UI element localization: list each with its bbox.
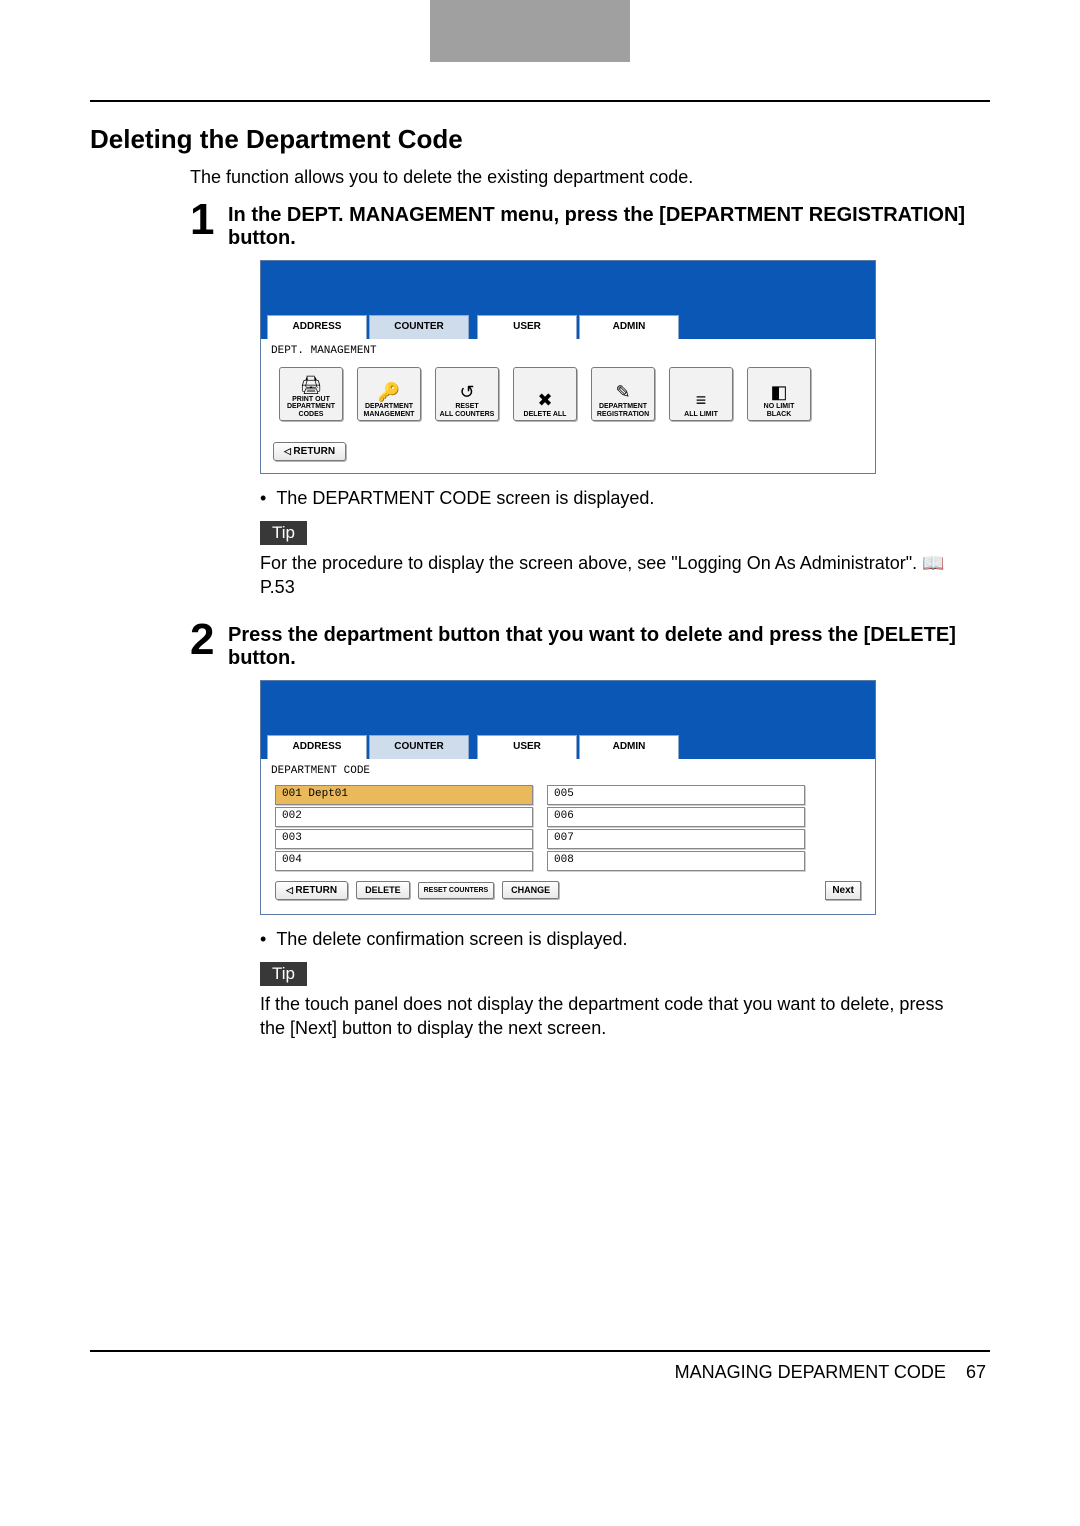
step1-bullet-text: The DEPARTMENT CODE screen is displayed. [276,488,654,509]
top-rule [90,100,990,102]
return-button[interactable]: RETURN [273,442,346,461]
ss2-button-row: RETURN DELETE RESET COUNTERS CHANGE Next [269,877,867,906]
btn-all-limit[interactable]: ≡ ALL LIMIT [669,367,733,421]
ss2-titlebar [261,681,875,735]
btn-label: ALL LIMIT [684,411,718,418]
return-button[interactable]: RETURN [275,881,348,900]
btn-label: PRINT OUTDEPARTMENT CODES [280,396,342,418]
tab-address[interactable]: ADDRESS [267,735,367,759]
step-1: 1 In the DEPT. MANAGEMENT menu, press th… [190,198,990,250]
reset-counters-button[interactable]: RESET COUNTERS [418,882,495,899]
tab-admin[interactable]: ADMIN [579,735,679,759]
btn-department-registration[interactable]: ✎ DEPARTMENTREGISTRATION [591,367,655,421]
ss2-tab-row: ADDRESS COUNTER USER ADMIN [261,735,875,759]
list-icon: ≡ [696,391,707,409]
btn-reset-all-counters[interactable]: ↺ RESETALL COUNTERS [435,367,499,421]
dept-row-006[interactable]: 006 [547,807,805,827]
next-button[interactable]: Next [825,881,861,900]
footer-label: MANAGING DEPARMENT CODE [675,1362,946,1382]
tip-badge: Tip [260,521,307,545]
dept-row-007[interactable]: 007 [547,829,805,849]
page-footer: MANAGING DEPARMENT CODE 67 [90,1362,990,1383]
tip2-text: If the touch panel does not display the … [260,992,950,1041]
tip1-text: For the procedure to display the screen … [260,551,950,600]
tip-badge: Tip [260,962,307,986]
dept-row-008[interactable]: 008 [547,851,805,871]
bottom-rule [90,1350,990,1352]
dept-row-005[interactable]: 005 [547,785,805,805]
ss1-icon-row: 🖨 PRINT OUTDEPARTMENT CODES 🔑 DEPARTMENT… [269,363,867,431]
step1-bullet: The DEPARTMENT CODE screen is displayed. [260,488,990,509]
dept-row-002[interactable]: 002 [275,807,533,827]
change-button[interactable]: CHANGE [502,881,559,899]
step-1-text: In the DEPT. MANAGEMENT menu, press the … [228,198,990,250]
dept-row-001[interactable]: 001 Dept01 [275,785,533,805]
ss1-titlebar [261,261,875,315]
header-grey-tab [430,0,630,62]
step-2: 2 Press the department button that you w… [190,618,990,670]
ss1-breadcrumb: DEPT. MANAGEMENT [269,343,867,363]
btn-delete-all[interactable]: ✖ DELETE ALL [513,367,577,421]
reset-icon: ↺ [459,383,474,401]
tab-address[interactable]: ADDRESS [267,315,367,339]
delete-button[interactable]: DELETE [356,881,410,899]
dept-row-003[interactable]: 003 [275,829,533,849]
step-1-number: 1 [190,198,228,250]
ss1-tab-row: ADDRESS COUNTER USER ADMIN [261,315,875,339]
square-icon: ◧ [770,383,787,401]
tab-user[interactable]: USER [477,315,577,339]
dept-code-list: 001 Dept01 002 003 004 005 006 007 008 [269,783,867,877]
btn-label: RESETALL COUNTERS [440,403,495,418]
btn-no-limit-black[interactable]: ◧ NO LIMITBLACK [747,367,811,421]
footer-page-number: 67 [966,1362,986,1382]
delete-icon: ✖ [537,391,552,409]
btn-label: DEPARTMENTMANAGEMENT [364,403,415,418]
ss2-breadcrumb: DEPARTMENT CODE [269,763,867,783]
screenshot-dept-management: ADDRESS COUNTER USER ADMIN DEPT. MANAGEM… [260,260,876,474]
dept-row-004[interactable]: 004 [275,851,533,871]
screenshot-department-code: ADDRESS COUNTER USER ADMIN DEPARTMENT CO… [260,680,876,915]
step2-bullet-text: The delete confirmation screen is displa… [276,929,627,950]
edit-icon: ✎ [615,383,630,401]
step-2-text: Press the department button that you wan… [228,618,990,670]
intro-text: The function allows you to delete the ex… [190,167,990,188]
btn-label: DELETE ALL [524,411,567,418]
btn-label: NO LIMITBLACK [764,403,795,418]
btn-print-out-codes[interactable]: 🖨 PRINT OUTDEPARTMENT CODES [279,367,343,421]
step-2-number: 2 [190,618,228,670]
key-icon: 🔑 [378,383,400,401]
tab-user[interactable]: USER [477,735,577,759]
btn-label: DEPARTMENTREGISTRATION [597,403,649,418]
tab-counter[interactable]: COUNTER [369,315,469,339]
tab-counter[interactable]: COUNTER [369,735,469,759]
step2-bullet: The delete confirmation screen is displa… [260,929,990,950]
tab-admin[interactable]: ADMIN [579,315,679,339]
section-heading: Deleting the Department Code [90,124,990,155]
btn-department-management[interactable]: 🔑 DEPARTMENTMANAGEMENT [357,367,421,421]
printer-icon: 🖨 [300,376,323,394]
